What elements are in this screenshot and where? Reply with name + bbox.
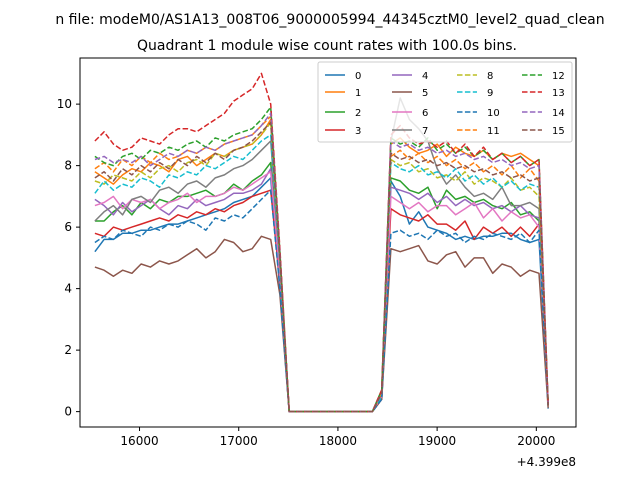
legend-label-7: 7 [422,126,428,137]
legend-label-8: 8 [487,71,493,82]
x-tick-label: 20000 [517,434,555,448]
legend-label-5: 5 [422,88,428,99]
plot-lines [94,72,549,413]
legend-label-13: 13 [552,88,565,99]
y-tick-label: 6 [64,220,72,234]
legend-label-3: 3 [355,126,361,137]
legend-box [317,61,573,143]
legend-label-14: 14 [552,108,565,119]
legend-label-12: 12 [552,71,565,82]
series-line-7 [94,97,549,413]
legend-label-2: 2 [355,108,361,119]
y-axis: 0 2 4 6 8 10 [57,97,80,419]
legend-label-1: 1 [355,88,361,99]
x-tick-label: 17000 [220,434,258,448]
y-tick-label: 0 [64,405,72,419]
x-tick-label: 19000 [418,434,456,448]
chart-title: n file: modeM0/AS1A13_008T06_9000005994_… [55,12,604,28]
series-line-3 [94,189,549,413]
series-line-5 [94,235,549,413]
series-line-6 [94,171,549,413]
legend-label-4: 4 [422,71,428,82]
series-line-8 [94,121,549,413]
y-tick-label: 4 [64,282,72,296]
series-line-1 [94,118,549,413]
series-line-9 [94,134,549,413]
series-line-4 [94,167,549,413]
legend-label-0: 0 [355,71,361,82]
y-tick-label: 10 [57,97,72,111]
series-line-2 [94,161,549,413]
x-tick-label: 16000 [120,434,158,448]
y-tick-label: 8 [64,159,72,173]
x-offset-label: +4.399e8 [517,455,576,469]
series-line-11 [94,115,549,413]
legend-label-11: 11 [487,126,500,137]
series-line-10 [94,189,549,413]
legend-label-6: 6 [422,108,428,119]
series-line-12 [94,106,549,413]
legend-label-10: 10 [487,108,500,119]
x-axis: 16000 17000 18000 19000 20000 [120,427,555,448]
x-tick-label: 18000 [319,434,357,448]
y-tick-label: 2 [64,343,72,357]
series-line-15 [94,121,549,413]
legend-label-15: 15 [552,126,565,137]
axes-frame [79,57,577,428]
chart-subtitle: Quadrant 1 module wise count rates with … [137,38,517,54]
legend-label-9: 9 [487,88,493,99]
